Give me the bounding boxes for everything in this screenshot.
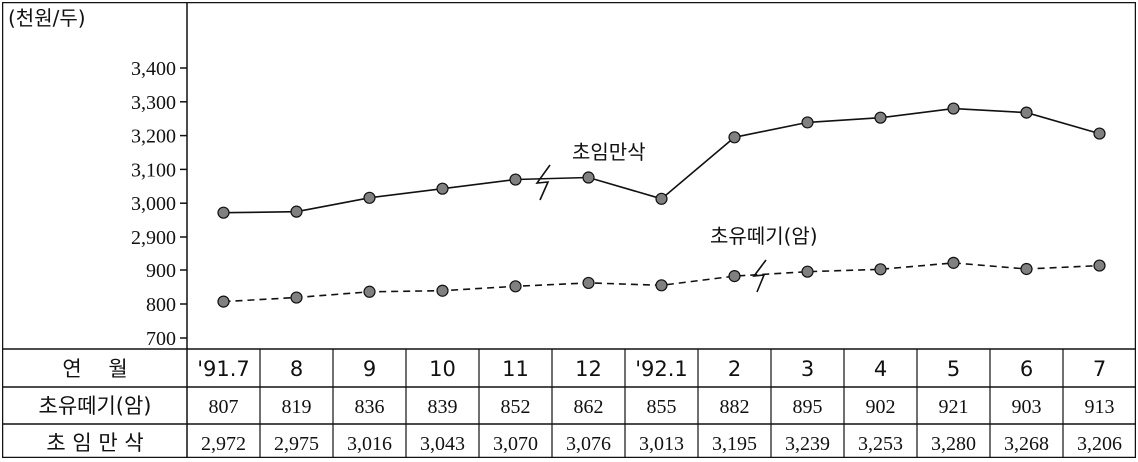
table-cell: 836 [355,396,385,418]
table-header-cell: 10 [429,357,456,381]
table-header-cell: '92.1 [635,357,688,381]
data-point [363,285,376,298]
table-cell: 3,043 [420,433,465,455]
table-cell: 2,975 [274,433,319,455]
table-cell: 913 [1085,396,1115,418]
pointer-squiggle-icon [535,164,551,201]
y-tick-label: 3,300 [131,92,176,114]
table-row-label: 초 임 만 삭 [46,431,143,455]
data-point [1020,262,1033,276]
table-cell: 3,016 [347,433,392,455]
data-point [436,284,449,297]
table-row-label: 초유떼기(암) [39,394,152,418]
y-tick-label: 3,200 [131,126,176,148]
y-axis: 3,400 3,300 3,200 3,100 3,000 2,900 900 800 700 [131,58,187,350]
table-header-cell: 9 [363,357,376,381]
table-header-cell: '91.7 [197,357,250,381]
table-cell: 3,239 [785,433,830,455]
table-cell: 807 [209,396,239,418]
data-point [290,205,303,218]
table-cell: 3,206 [1077,433,1122,455]
table-cell: 862 [574,396,604,418]
data-point [290,291,303,304]
table-header-cell: 3 [801,357,814,381]
table-header-cell: 11 [502,357,529,381]
table-cell: 852 [501,396,531,418]
table-header-cell: 4 [874,357,887,381]
series-lines [217,102,1106,308]
data-point [509,173,522,186]
series-label-choim: 초임만삭 [572,140,646,164]
table-cell: 3,070 [493,433,538,455]
table-header-label: 연 월 [62,357,127,381]
y-tick-label: 2,900 [131,227,176,249]
table-cell: 3,268 [1004,433,1049,455]
table-cell: 3,013 [639,433,684,455]
y-tick-label: 3,400 [131,58,176,80]
y-tick-label: 700 [146,328,176,350]
data-point [655,279,668,292]
y-tick-label: 800 [146,294,176,316]
table-header-cell: 12 [575,357,602,381]
data-point [947,256,960,269]
data-point [655,192,668,205]
data-point [363,191,376,204]
data-point [582,171,595,184]
table-cell: 3,280 [931,433,976,455]
table-cell: 902 [866,396,896,418]
data-point [217,295,230,308]
table-cell: 3,253 [858,433,903,455]
pointer-squiggle-icon [752,259,767,293]
data-point [217,206,230,219]
data-table: 연 월 '91.7 8 9 10 11 12 '92.1 2 3 4 5 6 7 초유떼기(암) 807 819… [2,348,1136,458]
data-point [947,102,960,115]
table-cell: 3,195 [712,433,757,455]
table-cell: 855 [647,396,677,418]
series-label-choyu: 초유떼기(암) [710,224,818,248]
table-header-cell: 6 [1020,357,1033,381]
table-header-cell: 5 [947,357,960,381]
data-point [436,182,449,195]
data-point [728,270,741,283]
y-tick-label: 900 [146,260,176,282]
y-tick-label: 3,000 [131,193,176,215]
table-header-cell: 8 [290,357,303,381]
data-point [509,280,522,293]
unit-label: (천원/두) [8,6,86,30]
table-cell: 839 [428,396,458,418]
data-point [874,263,887,276]
data-point [874,111,887,124]
y-tick-label: 3,100 [131,159,176,181]
table-header-cell: 7 [1093,357,1106,381]
data-point [1093,259,1106,272]
data-point [582,276,595,290]
table-cell: 921 [939,396,969,418]
data-point [728,131,741,144]
data-point [801,116,814,129]
data-point [801,265,814,278]
table-cell: 882 [720,396,750,418]
data-point [1093,127,1106,140]
table-cell: 903 [1012,396,1042,418]
table-cell: 819 [282,396,312,418]
table-cell: 895 [793,396,823,418]
table-cell: 3,076 [566,433,611,455]
data-point [1020,106,1033,119]
table-header-cell: 2 [728,357,741,381]
table-cell: 2,972 [201,433,246,455]
